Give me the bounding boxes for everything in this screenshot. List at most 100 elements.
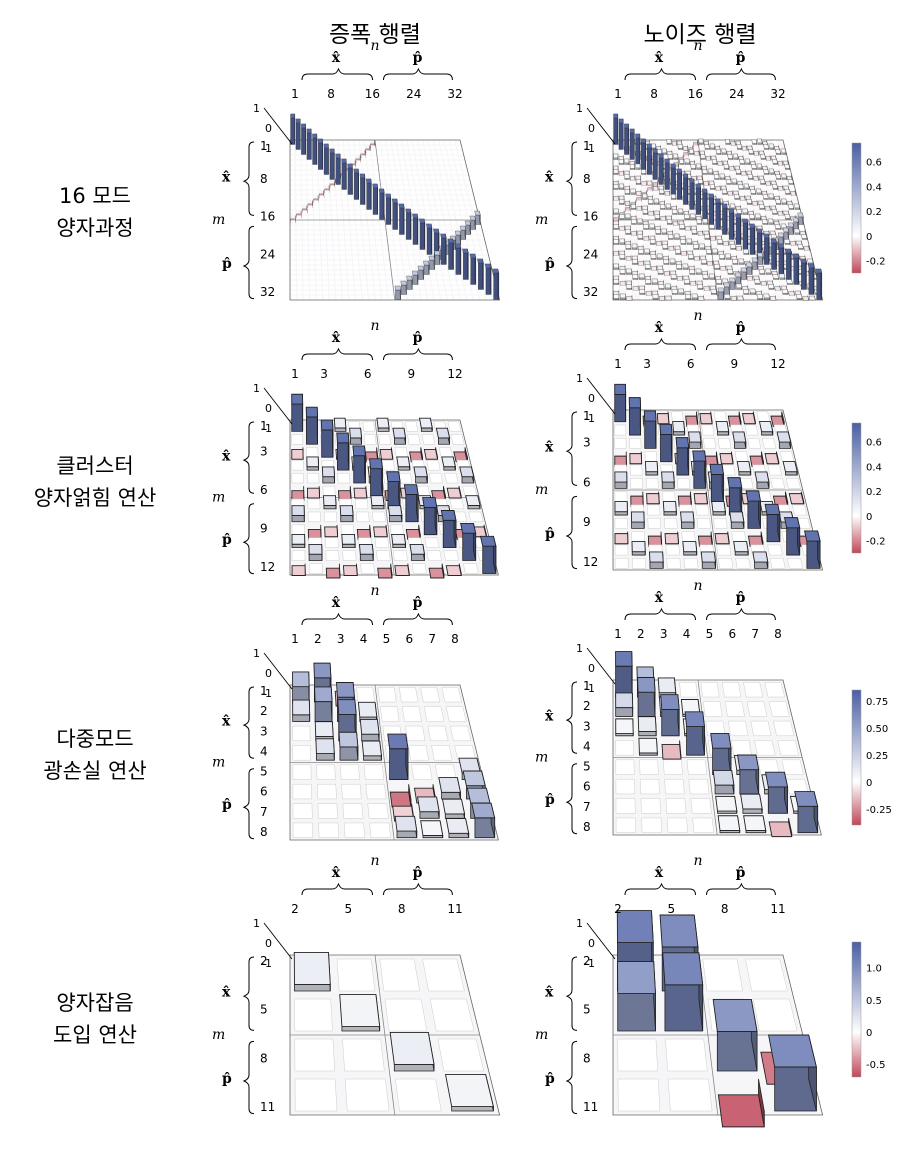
heatmap-bar: [367, 160, 372, 165]
heatmap-bar: [647, 180, 653, 186]
heatmap-bar: [730, 250, 737, 255]
bar-top: [772, 215, 779, 220]
heatmap-bar: [750, 220, 756, 225]
heatmap-bar: [364, 245, 370, 250]
bar-top: [344, 225, 350, 230]
bar-top: [753, 176, 759, 181]
heatmap-bar: [419, 145, 425, 150]
bar-top: [746, 140, 752, 145]
heatmap-bar: [769, 175, 776, 180]
heatmap-bar: [308, 220, 314, 225]
bar-top: [690, 213, 696, 219]
heatmap-bar: [613, 175, 619, 180]
bar-top: [436, 150, 442, 155]
bar-top: [643, 236, 650, 241]
heatmap-bar: [392, 145, 398, 150]
heatmap-bar: [318, 175, 324, 180]
heatmap-bar: [763, 169, 769, 175]
heatmap-bar: [707, 168, 714, 175]
bar-top: [664, 191, 670, 196]
bar-top: [296, 245, 302, 250]
heatmap-bar: [393, 150, 398, 155]
bar-top: [343, 210, 349, 215]
heatmap-bar: [394, 160, 400, 165]
bar-top: [290, 285, 296, 290]
heatmap-bar: [313, 200, 319, 205]
row-label-1-line2: 양자과정: [56, 216, 133, 240]
bar-top: [619, 254, 626, 259]
bar-top: [624, 165, 630, 170]
bar-front: [662, 248, 668, 250]
bar-top: [341, 280, 348, 285]
heatmap-bar: [387, 235, 393, 240]
bar-top: [723, 164, 729, 169]
bar-top: [665, 203, 672, 209]
heatmap-bar: [376, 250, 383, 255]
heatmap-bar: [643, 235, 650, 241]
bar-top: [661, 220, 667, 225]
bar-top: [342, 295, 349, 300]
heatmap-bar: [362, 230, 368, 235]
heatmap-bar: [354, 280, 361, 285]
bar-top: [613, 196, 619, 201]
bar-top: [461, 240, 467, 245]
heatmap-bar: [651, 270, 657, 275]
bar-top: [766, 185, 772, 190]
heatmap-bar: [662, 155, 668, 160]
bar-top: [323, 290, 329, 295]
bar-top: [442, 270, 449, 275]
bar-top: [709, 224, 715, 229]
heatmap-bar: [296, 180, 301, 185]
heatmap-bar: [790, 240, 797, 246]
bar-top: [347, 195, 353, 200]
heatmap-bar: [329, 295, 336, 300]
bar-top: [290, 290, 296, 295]
bar-top: [406, 165, 412, 170]
heatmap-bar: [699, 250, 706, 255]
heatmap-bar: [398, 270, 404, 275]
heatmap-bar: [431, 280, 438, 285]
heatmap-bar: [423, 260, 430, 275]
heatmap-bar: [454, 230, 461, 245]
heatmap-bar: [700, 154, 706, 160]
heatmap-bar: [369, 240, 376, 245]
bar-top: [420, 250, 426, 255]
bar-top: [448, 155, 454, 160]
bar-top: [683, 205, 689, 210]
heatmap-bar: [613, 150, 618, 155]
bar-top: [700, 259, 707, 264]
bar-top: [367, 215, 373, 220]
heatmap-bar: [675, 249, 681, 255]
bar-top: [780, 148, 787, 154]
bar-top: [366, 178, 372, 184]
heatmap-bar: [367, 215, 373, 220]
heatmap-bar: [791, 195, 798, 200]
bar-top: [672, 215, 678, 220]
heatmap-bar: [375, 295, 381, 300]
bar-top: [721, 148, 727, 154]
heatmap-bar: [344, 230, 350, 235]
bar-top: [702, 175, 708, 180]
heatmap-bar: [698, 240, 705, 245]
heatmap-bar: [753, 150, 760, 156]
bar-top: [399, 155, 405, 160]
heatmap-bar: [733, 160, 739, 165]
bar-top: [331, 215, 337, 220]
bar-top: [353, 168, 359, 174]
heatmap-bar: [342, 195, 348, 200]
heatmap-bar: [296, 235, 302, 240]
bar-top: [296, 255, 302, 260]
bar-top: [626, 275, 632, 280]
bar-front: [781, 202, 787, 205]
heatmap-bar: [682, 263, 689, 270]
heatmap-bar: [315, 245, 321, 250]
bar-top: [442, 210, 449, 215]
heatmap-bar: [328, 265, 334, 270]
bar-top: [445, 145, 452, 150]
bar-top: [394, 160, 400, 165]
left-tick-label: 32: [260, 285, 275, 299]
bar-top: [360, 205, 366, 210]
heatmap-bar: [738, 184, 744, 190]
heatmap-bar: [338, 225, 344, 230]
heatmap-bar: [325, 210, 331, 215]
